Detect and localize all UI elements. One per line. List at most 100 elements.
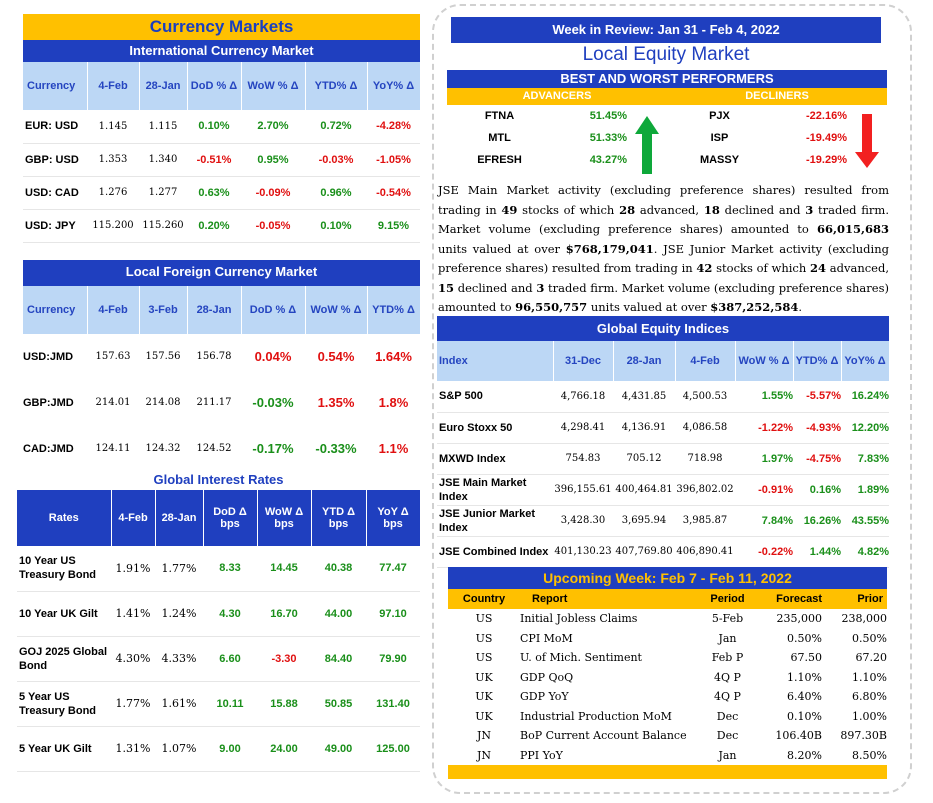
cell: 0.54% xyxy=(317,349,355,364)
table-row: S&P 500 4,766.18 4,431.85 4,500.53 1.55%… xyxy=(437,381,889,413)
cell: 7.84% xyxy=(735,505,793,537)
cell: 1.91% xyxy=(111,546,155,592)
cell: 4.30% xyxy=(111,636,155,682)
decliner-name: ISP xyxy=(710,132,729,144)
cell: -5.57% xyxy=(793,381,841,413)
upcoming-table: Country Report Period Forecast Prior US … xyxy=(448,589,887,765)
down-arrow-icon xyxy=(855,114,879,168)
cell: 5-Feb xyxy=(711,612,744,626)
cell: 1.35% xyxy=(317,395,355,410)
cell: 0.50% xyxy=(852,631,887,645)
col-header: 31-Dec xyxy=(553,341,614,381)
cell: UK xyxy=(475,670,493,684)
footer-bar xyxy=(448,765,887,779)
decliner-pct: -19.29% xyxy=(806,154,847,166)
decliner-name: MASSY xyxy=(699,154,740,166)
index-name: JSE Main Market Index xyxy=(437,474,553,506)
cell: 1.07% xyxy=(155,726,203,772)
col-header: 3-Feb xyxy=(139,285,188,334)
intl-currency-table: Currency 4-Feb 28-Jan DoD % Δ WoW % Δ YT… xyxy=(23,62,421,243)
cell: -0.54% xyxy=(367,176,420,210)
col-header: Period xyxy=(700,589,755,609)
cell: -1.05% xyxy=(367,143,420,177)
index-name: S&P 500 xyxy=(437,381,553,413)
col-header: 4-Feb xyxy=(675,341,736,381)
table-row: UK GDP QoQ 4Q P 1.10% 1.10% xyxy=(448,668,887,688)
col-header: DoD % Δ xyxy=(241,285,306,334)
cell: 67.50 xyxy=(790,651,823,665)
cell: U. of Mich. Sentiment xyxy=(520,651,642,665)
cell: 24.00 xyxy=(257,726,311,772)
cell: 14.45 xyxy=(257,546,311,592)
cell: 157.56 xyxy=(145,351,181,362)
advancer-pct: 43.27% xyxy=(589,154,627,166)
cell: 9.00 xyxy=(203,726,257,772)
cell: 1.24% xyxy=(155,591,203,637)
cell: 4.30 xyxy=(203,591,257,637)
cell: 44.00 xyxy=(311,591,366,637)
cell: 131.40 xyxy=(366,681,420,727)
cell: 40.38 xyxy=(311,546,366,592)
cell: -3.30 xyxy=(257,636,311,682)
cell: 4.82% xyxy=(841,536,889,568)
rate-name: 10 Year UK Gilt xyxy=(17,591,111,637)
cell: 1.97% xyxy=(735,443,793,475)
cell: UK xyxy=(475,709,493,723)
global-equity-section: Global Equity Indices Index 31-Dec 28-Ja… xyxy=(437,316,890,568)
cell: 106.40B xyxy=(775,729,822,743)
pair-name: USD: CAD xyxy=(23,176,87,210)
table-row: GBP: USD 1.353 1.340 -0.51% 0.95% -0.03%… xyxy=(23,143,420,177)
local-equity-title: Local Equity Market xyxy=(582,44,750,65)
cell: 1.353 xyxy=(87,143,139,177)
cell: 0.10% xyxy=(305,209,367,243)
cell: Feb P xyxy=(711,651,744,665)
cell: 124.32 xyxy=(145,443,181,454)
rate-name: 5 Year UK Gilt xyxy=(17,726,111,772)
cell: 1.55% xyxy=(735,381,793,413)
cell: -0.33% xyxy=(315,441,357,456)
cell: 4,431.85 xyxy=(613,381,675,413)
col-header: YoY% Δ xyxy=(841,341,890,381)
table-row: USD:JMD 157.63 157.56 156.78 0.04% 0.54%… xyxy=(23,334,420,380)
col-header: DoD % Δ xyxy=(187,62,242,110)
pair-name: EUR: USD xyxy=(23,110,87,144)
col-header: 4-Feb xyxy=(111,490,156,546)
cell: 0.50% xyxy=(787,631,822,645)
cell: -4.75% xyxy=(793,443,841,475)
cell: 1.276 xyxy=(87,176,139,210)
cell: -0.91% xyxy=(735,474,793,506)
intl-currency-title: International Currency Market xyxy=(23,40,420,62)
cell: -0.03% xyxy=(305,143,367,177)
cell: 1.31% xyxy=(111,726,155,772)
cell: 79.90 xyxy=(366,636,420,682)
cell: 4.33% xyxy=(155,636,203,682)
pair-name: USD: JPY xyxy=(23,209,87,243)
cell: 50.85 xyxy=(311,681,366,727)
up-arrow-icon xyxy=(635,116,659,174)
table-row: JSE Combined Index 401,130.23 407,769.80… xyxy=(437,536,889,568)
cell: 406,890.41 xyxy=(675,536,735,568)
cell: 235,000 xyxy=(776,612,823,626)
cell: 1.145 xyxy=(87,110,139,144)
cell: 157.63 xyxy=(95,351,131,362)
table-row: JSE Junior Market Index 3,428.30 3,695.9… xyxy=(437,505,889,537)
cell: 8.33 xyxy=(203,546,257,592)
cell: 238,000 xyxy=(841,612,888,626)
col-header: Index xyxy=(437,341,554,381)
col-header: WoW % Δ xyxy=(735,341,794,381)
right-panel xyxy=(432,4,912,794)
cell: 1.115 xyxy=(139,110,187,144)
pair-name: USD:JMD xyxy=(23,350,74,363)
col-header: Country xyxy=(448,589,520,609)
cell: US xyxy=(475,612,493,626)
local-fx-table: Currency 4-Feb 3-Feb 28-Jan DoD % Δ WoW … xyxy=(23,285,421,472)
adv-dec-header: ADVANCERS DECLINERS xyxy=(447,88,887,105)
upcoming-week-section: Upcoming Week: Feb 7 - Feb 11, 2022 Coun… xyxy=(448,567,887,779)
upcoming-week-title: Upcoming Week: Feb 7 - Feb 11, 2022 xyxy=(448,567,887,589)
col-header: 4-Feb xyxy=(87,62,140,110)
cell: Jan xyxy=(718,631,737,645)
cell: 124.11 xyxy=(95,443,131,454)
index-name: Euro Stoxx 50 xyxy=(437,412,553,444)
cell: -0.03% xyxy=(252,395,294,410)
col-header: Forecast xyxy=(755,589,822,609)
